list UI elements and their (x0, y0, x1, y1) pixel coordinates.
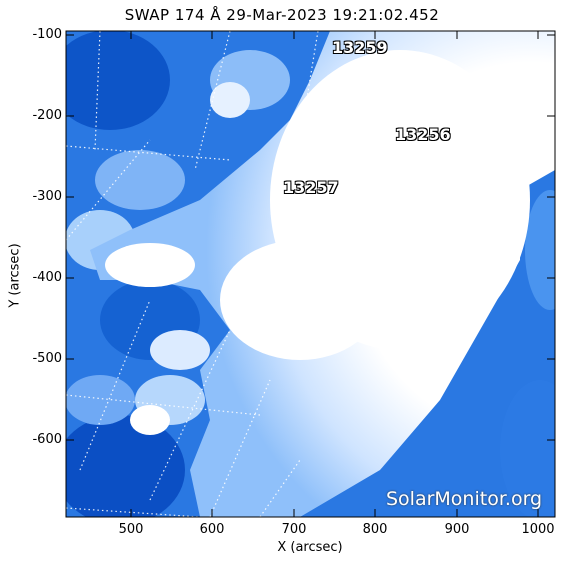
x-ticks (130, 31, 539, 517)
x-tick-label: 1000 (521, 522, 555, 537)
y-tick-label: -100 (32, 27, 62, 42)
y-tick-label: -500 (32, 351, 62, 366)
image-title: SWAP 174 Å 29-Mar-2023 19:21:02.452 (124, 6, 440, 24)
x-tick-label: 900 (444, 522, 470, 537)
y-ticks (66, 34, 555, 441)
y-axis-label: Y (arcsec) (7, 243, 23, 308)
x-tick-label: 500 (118, 522, 144, 537)
x-axis-label: X (arcsec) (277, 540, 343, 555)
active-region-label: 13259 (332, 38, 388, 57)
solarmonitor-watermark: SolarMonitor.org (386, 488, 543, 510)
y-tick-label: -400 (32, 270, 62, 285)
active-region-label: 13257 (283, 178, 339, 197)
y-tick-label: -300 (32, 189, 62, 204)
x-tick-label: 600 (199, 522, 225, 537)
active-region-label: 13256 (395, 125, 451, 144)
x-tick-label: 700 (281, 522, 307, 537)
euv-image (66, 31, 555, 517)
y-tick-label: -600 (32, 432, 62, 447)
y-tick-label: -200 (32, 108, 62, 123)
x-tick-label: 800 (362, 522, 388, 537)
plot-frame (65, 30, 556, 518)
